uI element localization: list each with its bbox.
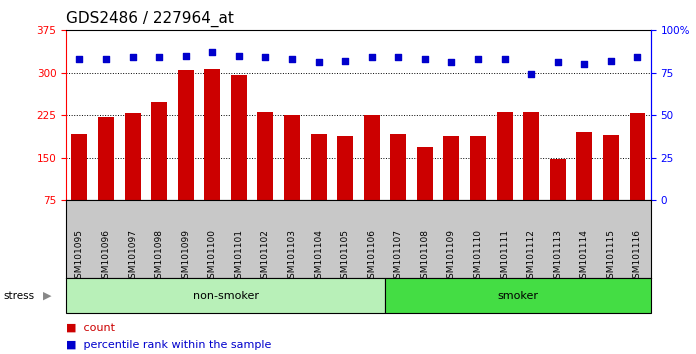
Text: ■  count: ■ count bbox=[66, 322, 115, 332]
Point bbox=[313, 59, 324, 65]
Bar bbox=[151, 102, 167, 200]
Bar bbox=[125, 113, 141, 200]
Point bbox=[632, 55, 643, 60]
Text: non-smoker: non-smoker bbox=[193, 291, 259, 301]
Bar bbox=[497, 112, 512, 200]
Point bbox=[260, 55, 271, 60]
Bar bbox=[470, 136, 486, 200]
Point bbox=[180, 53, 191, 58]
Point bbox=[525, 72, 537, 77]
Text: ■  percentile rank within the sample: ■ percentile rank within the sample bbox=[66, 340, 271, 350]
Bar bbox=[284, 115, 300, 200]
Point bbox=[340, 58, 351, 63]
Point bbox=[552, 59, 563, 65]
Bar bbox=[443, 136, 459, 200]
Point bbox=[419, 56, 430, 62]
Bar bbox=[390, 134, 406, 200]
Text: smoker: smoker bbox=[498, 291, 539, 301]
Point bbox=[100, 56, 111, 62]
Bar bbox=[523, 112, 539, 200]
Bar bbox=[385, 278, 651, 313]
Text: ▶: ▶ bbox=[43, 291, 52, 301]
Point bbox=[393, 55, 404, 60]
Point bbox=[446, 59, 457, 65]
Point bbox=[74, 56, 85, 62]
Point bbox=[233, 53, 244, 58]
Point bbox=[366, 55, 377, 60]
Text: GDS2486 / 227964_at: GDS2486 / 227964_at bbox=[66, 11, 234, 27]
Point bbox=[154, 55, 165, 60]
Bar bbox=[98, 117, 114, 200]
Bar bbox=[258, 112, 274, 200]
Bar bbox=[417, 147, 433, 200]
Text: stress: stress bbox=[3, 291, 35, 301]
Point bbox=[287, 56, 298, 62]
Point bbox=[207, 49, 218, 55]
Bar bbox=[337, 136, 353, 200]
Bar bbox=[72, 134, 88, 200]
Bar bbox=[603, 135, 619, 200]
Bar bbox=[576, 132, 592, 200]
Point bbox=[606, 58, 617, 63]
Bar bbox=[364, 115, 380, 200]
Bar bbox=[629, 113, 645, 200]
Point bbox=[579, 61, 590, 67]
Bar bbox=[205, 69, 220, 200]
Point bbox=[473, 56, 484, 62]
Point bbox=[499, 56, 510, 62]
Point bbox=[127, 55, 138, 60]
Bar bbox=[310, 134, 326, 200]
Bar bbox=[550, 159, 566, 200]
Bar bbox=[231, 75, 247, 200]
Bar bbox=[66, 278, 385, 313]
Bar bbox=[177, 70, 193, 200]
